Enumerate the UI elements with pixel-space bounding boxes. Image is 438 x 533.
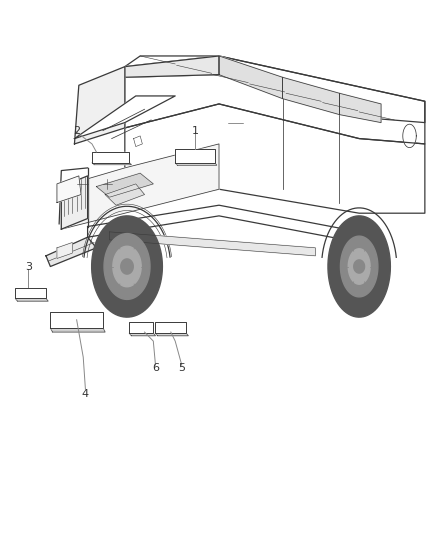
Text: 2: 2 (73, 126, 80, 135)
Polygon shape (134, 136, 142, 147)
Polygon shape (46, 237, 96, 266)
Polygon shape (129, 322, 153, 333)
Polygon shape (155, 333, 188, 336)
Polygon shape (110, 232, 315, 256)
Polygon shape (57, 243, 72, 259)
Polygon shape (125, 56, 425, 123)
Polygon shape (403, 124, 416, 148)
Text: 5: 5 (178, 363, 185, 373)
Polygon shape (348, 249, 370, 284)
Polygon shape (354, 260, 364, 273)
Polygon shape (175, 163, 217, 165)
Polygon shape (105, 184, 145, 205)
Polygon shape (125, 56, 219, 77)
Polygon shape (340, 236, 378, 297)
Text: 3: 3 (25, 262, 32, 271)
Polygon shape (175, 149, 215, 163)
Polygon shape (125, 104, 425, 213)
Polygon shape (328, 216, 390, 317)
Polygon shape (92, 152, 129, 163)
Polygon shape (15, 298, 48, 301)
Polygon shape (104, 233, 150, 300)
Polygon shape (57, 176, 81, 203)
Polygon shape (155, 322, 186, 333)
Polygon shape (92, 216, 162, 317)
Polygon shape (74, 96, 175, 139)
Polygon shape (121, 259, 133, 274)
Polygon shape (339, 93, 381, 123)
Polygon shape (113, 246, 141, 287)
Polygon shape (61, 144, 219, 229)
Polygon shape (92, 163, 131, 165)
Polygon shape (125, 56, 425, 144)
Text: 6: 6 (152, 363, 159, 373)
Polygon shape (74, 67, 125, 144)
Polygon shape (61, 176, 88, 229)
Polygon shape (129, 333, 155, 336)
Polygon shape (15, 288, 46, 298)
Polygon shape (88, 205, 359, 243)
Text: 4: 4 (82, 390, 89, 399)
Polygon shape (96, 173, 153, 197)
Polygon shape (219, 56, 283, 99)
Polygon shape (50, 312, 103, 328)
Polygon shape (50, 328, 105, 332)
Polygon shape (283, 77, 339, 115)
Text: 1: 1 (191, 126, 198, 135)
